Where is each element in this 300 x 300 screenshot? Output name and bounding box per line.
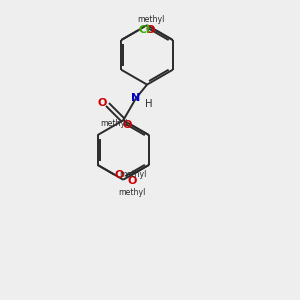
Text: N: N	[131, 93, 140, 103]
Text: methyl: methyl	[100, 119, 128, 128]
Text: H: H	[145, 99, 152, 109]
Text: O: O	[122, 121, 132, 130]
Text: O: O	[115, 169, 124, 179]
Text: methyl: methyl	[119, 170, 146, 179]
Text: Cl: Cl	[138, 26, 150, 35]
Text: O: O	[146, 26, 155, 35]
Text: methyl: methyl	[118, 188, 146, 197]
Text: methyl: methyl	[137, 15, 164, 24]
Text: O: O	[98, 98, 107, 108]
Text: O: O	[128, 176, 137, 186]
